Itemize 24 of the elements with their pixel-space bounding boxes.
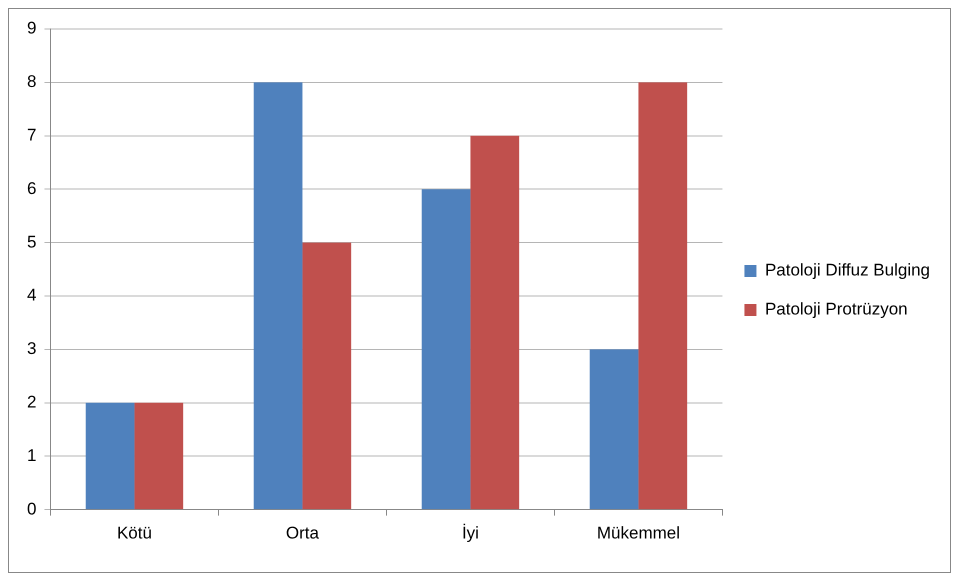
y-tick-label: 2: [26, 392, 36, 412]
y-tick-label: 3: [26, 339, 36, 358]
bar: [470, 136, 520, 510]
legend-label: Patoloji Diffuz Bulging: [764, 260, 930, 280]
y-tick-label: 9: [26, 18, 36, 38]
y-tick-label: 7: [26, 125, 36, 144]
bar: [638, 82, 688, 510]
bar: [422, 189, 470, 510]
x-tick-label: Kötü: [116, 523, 152, 542]
y-tick-label: 6: [26, 178, 36, 198]
y-tick-label: 0: [26, 499, 36, 518]
x-tick-label: İyi: [462, 523, 479, 542]
y-tick-label: 5: [26, 232, 36, 252]
y-tick-label: 4: [26, 286, 36, 305]
legend-label: Patoloji Protrüzyon: [764, 300, 908, 319]
x-tick-label: Orta: [286, 523, 320, 542]
bar: [86, 402, 134, 510]
bar: [134, 402, 184, 510]
bar: [302, 242, 352, 510]
y-tick-label: 8: [26, 72, 36, 92]
x-tick-label: Mükemmel: [596, 523, 680, 542]
y-tick-label: 1: [26, 446, 36, 465]
bar: [590, 349, 638, 510]
bar: [254, 82, 302, 510]
